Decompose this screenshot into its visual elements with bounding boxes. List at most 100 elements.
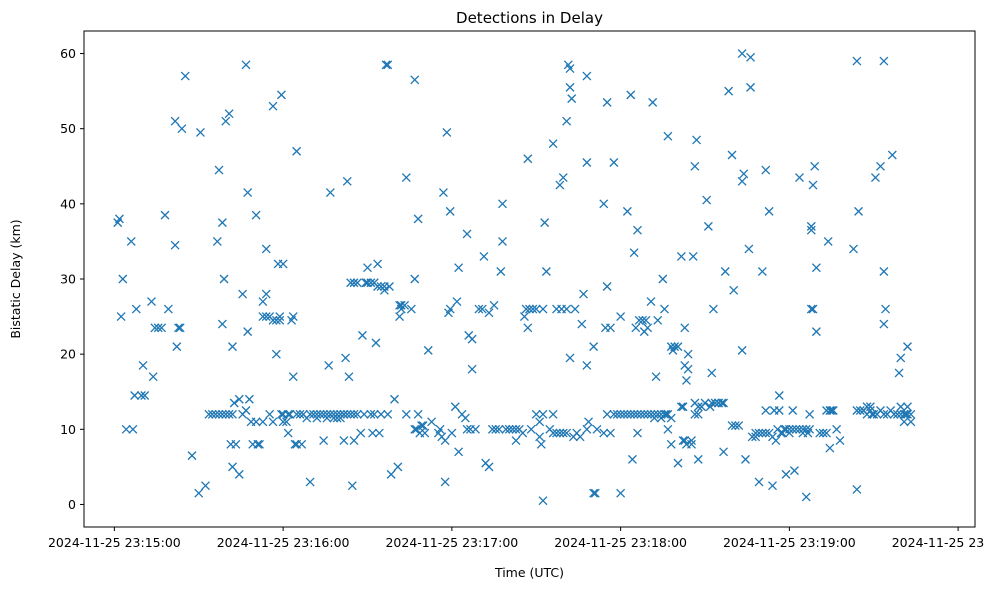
data-point-marker [896,353,906,363]
data-point-marker [577,319,587,329]
data-point-marker [369,409,379,419]
data-point-marker [660,409,669,419]
data-point-marker [305,477,315,487]
data-point-marker [450,402,460,412]
data-point-marker [548,139,558,149]
data-point-marker [757,267,767,276]
data-point-marker [582,71,592,81]
data-point-marker [567,94,577,104]
data-point-marker [622,206,632,216]
data-point-marker [589,488,599,498]
y-tick-label: 60 [60,46,76,61]
data-point-marker [680,323,690,333]
data-point-marker [467,334,477,344]
data-point-marker [357,330,367,340]
data-point-marker [565,64,575,74]
data-point-marker [238,289,248,299]
data-point-marker [285,409,295,419]
data-point-marker [288,312,298,322]
data-point-marker [688,251,698,261]
data-point-marker [346,409,356,419]
data-point-marker [808,180,818,190]
data-point-marker [879,409,889,419]
data-point-marker [418,421,428,431]
data-point-marker [538,409,548,419]
data-point-marker [258,297,268,307]
data-point-marker [175,323,185,333]
data-point-marker [383,60,393,70]
data-point-marker [670,342,680,352]
data-point-marker [602,282,612,291]
data-point-marker [371,338,381,348]
data-point-marker [440,436,450,446]
data-point-marker [798,424,808,434]
data-point-marker [791,424,801,434]
data-point-marker [477,304,487,314]
data-point-marker [401,409,411,419]
data-point-marker [157,323,167,333]
data-point-marker [363,263,372,273]
data-point-marker [683,364,693,374]
data-point-marker [584,417,594,427]
data-point-marker [658,274,668,284]
data-point-marker [899,409,909,419]
data-point-marker [489,300,499,310]
data-point-marker [761,428,771,438]
data-point-marker [525,304,534,314]
data-point-marker [211,409,221,419]
data-point-marker [622,409,632,419]
data-point-marker [889,409,899,419]
data-point-marker [881,304,891,314]
data-point-marker [435,424,445,434]
data-point-marker [292,409,302,419]
data-point-marker [808,304,818,314]
data-point-marker [643,323,653,333]
y-axis: 0 10 20 30 40 50 60 [60,46,84,512]
data-point-marker [876,161,885,171]
data-point-marker [562,428,572,438]
data-point-marker [818,428,828,438]
data-point-marker [366,409,376,419]
data-point-marker [555,428,565,438]
data-point-marker [494,424,504,434]
data-point-marker [217,218,227,228]
x-tick-label: 2024-11-25 23:18:00 [554,535,687,550]
data-point-marker [376,409,386,419]
data-point-marker [243,188,253,198]
data-point-marker [825,443,835,453]
data-point-marker [268,101,278,111]
data-point-marker [204,409,214,419]
data-point-marker [822,428,831,438]
data-point-marker [719,398,729,408]
data-point-marker [626,90,636,100]
data-point-marker [619,409,629,419]
data-point-marker [690,161,700,171]
data-point-marker [666,413,676,423]
data-point-marker [700,398,710,408]
data-point-marker [540,218,550,228]
data-point-marker [268,417,278,427]
data-point-marker [757,428,767,438]
data-point-marker [271,349,281,359]
data-point-marker [341,353,351,363]
data-point-marker [548,409,558,419]
data-point-marker [147,297,156,307]
data-point-marker [734,421,744,431]
data-point-marker [140,391,150,400]
data-point-marker [633,428,642,438]
data-point-marker [352,409,362,419]
y-tick-label: 10 [60,422,76,437]
data-point-marker [170,116,180,126]
data-point-marker [474,304,484,314]
data-point-marker [805,424,815,434]
data-point-marker [774,406,784,415]
data-point-marker [276,90,286,100]
data-point-marker [410,274,420,284]
data-point-marker [806,225,816,235]
data-point-marker [312,413,322,423]
data-point-marker [788,424,798,434]
data-point-marker [582,158,592,167]
data-point-marker [825,406,835,415]
data-point-marker [781,469,791,479]
data-point-marker [828,406,838,415]
